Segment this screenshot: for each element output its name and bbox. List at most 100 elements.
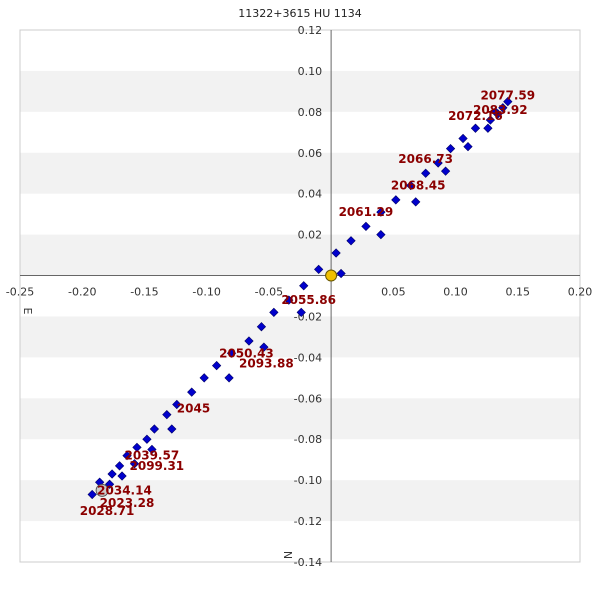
epoch-label: 2023.28	[100, 496, 155, 510]
epoch-label: 2034.14	[97, 483, 152, 497]
x-tick-label: 0.20	[568, 286, 593, 299]
epoch-label: 2072.16	[448, 109, 503, 123]
data-point	[391, 195, 401, 205]
data-point	[132, 442, 142, 453]
grid-band	[20, 480, 580, 522]
x-tick-label: -0.20	[68, 286, 96, 299]
data-point	[314, 264, 324, 275]
epoch-label: 2061.29	[339, 205, 394, 219]
x-tick-label: -0.05	[255, 286, 283, 299]
y-tick-label: -0.08	[294, 433, 322, 446]
data-point	[284, 295, 294, 305]
data-point	[336, 268, 346, 279]
data-point	[269, 307, 279, 317]
x-tick-label: -0.15	[130, 286, 158, 299]
data-point	[376, 229, 386, 240]
tick-labels: -0.25 -0.20 -0.15 -0.10 -0.05 0.05 0.10 0.15 0.2…	[6, 24, 592, 569]
data-point	[256, 322, 267, 332]
grid-band	[20, 398, 580, 440]
epoch-label: 2028.71	[80, 504, 135, 518]
x-tick-label: -0.10	[192, 286, 220, 299]
primary-star-marker	[325, 269, 338, 282]
y-tick-label: 0.04	[298, 188, 323, 201]
special-markers	[95, 269, 338, 497]
chart-title: 11322+3615 HU 1134	[238, 7, 362, 20]
grid-band	[20, 152, 580, 194]
data-point	[440, 166, 451, 176]
y-tick-label: 0.08	[298, 106, 323, 119]
data-point	[224, 373, 234, 383]
data-point	[167, 424, 177, 434]
data-point	[244, 336, 254, 346]
y-tick-label: -0.14	[294, 556, 322, 569]
data-point	[147, 444, 157, 455]
data-points	[87, 96, 513, 500]
data-point	[107, 469, 117, 479]
grid-band	[20, 316, 580, 358]
data-point	[346, 236, 356, 246]
y-tick-label: -0.06	[294, 392, 322, 405]
y-tick-label: -0.04	[294, 351, 322, 364]
epoch-label: 2050.43	[219, 346, 274, 360]
data-point	[199, 373, 209, 383]
epoch-label: 2055.86	[281, 293, 336, 307]
data-point	[376, 207, 386, 217]
y-tick-label: 0.02	[298, 229, 323, 242]
x-tick-label: -0.25	[6, 286, 34, 299]
data-point	[187, 387, 197, 397]
data-point	[485, 115, 496, 125]
data-point	[259, 342, 269, 352]
epoch-label: 2066.73	[398, 152, 453, 166]
grid-bands	[20, 70, 580, 522]
epoch-label: 2077.59	[480, 89, 535, 103]
y-tick-label: 0.06	[298, 147, 323, 160]
data-point	[463, 142, 473, 152]
data-point	[172, 399, 182, 410]
data-point	[226, 348, 237, 358]
x-tick-label: 0.15	[506, 286, 531, 299]
epoch-label: 2099.31	[130, 459, 185, 473]
data-point	[361, 221, 371, 232]
data-point	[296, 307, 306, 317]
data-point	[142, 434, 152, 444]
axes	[20, 30, 580, 562]
epoch-label: 2045	[177, 402, 210, 416]
data-point	[117, 471, 127, 481]
data-point	[445, 144, 456, 154]
epoch-label: 2039.57	[125, 449, 180, 463]
data-point	[490, 107, 501, 117]
epoch-label: 2093.88	[239, 357, 294, 371]
reference-position-marker	[95, 483, 109, 497]
y-tick-label: 0.10	[298, 65, 323, 78]
data-point	[498, 103, 508, 113]
x-tick-label: 0.05	[381, 286, 406, 299]
data-point	[433, 158, 443, 168]
data-point	[162, 410, 172, 420]
data-point	[211, 360, 222, 371]
data-point	[411, 197, 421, 207]
data-point	[458, 133, 468, 144]
data-point	[104, 479, 115, 489]
data-point	[129, 459, 140, 469]
grid-band	[20, 70, 580, 112]
y-axis-name: N	[281, 551, 294, 559]
data-point	[149, 424, 160, 434]
data-point	[87, 489, 97, 500]
data-point	[406, 180, 416, 191]
x-tick-label: 0.10	[443, 286, 468, 299]
y-tick-label: 0.12	[298, 24, 323, 37]
data-point	[421, 168, 431, 178]
data-point	[470, 123, 481, 133]
epoch-label: 2068.45	[391, 179, 446, 193]
data-point	[503, 96, 513, 107]
x-axis-name: E	[21, 308, 34, 315]
y-tick-label: -0.10	[294, 474, 322, 487]
y-tick-label: -0.12	[294, 515, 322, 528]
grid-band	[20, 234, 580, 276]
data-point	[483, 123, 493, 133]
epoch-label: 2083.92	[473, 103, 528, 117]
data-point	[299, 281, 309, 291]
plot-frame	[19, 29, 581, 563]
